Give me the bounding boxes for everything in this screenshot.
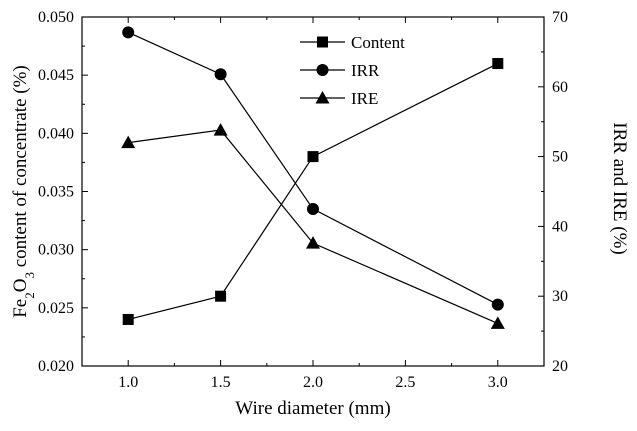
y-tick-label: 0.045: [38, 67, 74, 84]
x-tick-label: 2.0: [303, 374, 323, 391]
point-ire: [306, 236, 320, 249]
point-content: [492, 58, 504, 70]
point-content: [307, 151, 319, 163]
y-tick-label: 0.020: [38, 358, 74, 375]
y2-tick-label: 60: [552, 79, 568, 96]
y2-axis-label: IRR and IRE (%): [609, 122, 630, 254]
x-tick-label: 3.0: [488, 374, 508, 391]
point-irr: [307, 202, 319, 215]
point-irr: [214, 68, 227, 81]
legend: Content IRR IRE: [300, 33, 405, 108]
legend-label: IRE: [351, 89, 378, 108]
y2-tick-label: 40: [552, 218, 568, 235]
y-tick-label: 0.050: [38, 9, 74, 26]
point-irr: [491, 298, 504, 311]
axes-group: 1.0 1.5 2.0 2.5 3.0 0.020 0.025 0.030 0.035 0.040…: [38, 9, 568, 391]
series-group: [121, 26, 505, 329]
point-ire: [121, 135, 136, 149]
y-axis-label: Fe2O3 content of concentrate (%): [10, 65, 37, 318]
x-tick-label: 1.5: [211, 374, 231, 391]
y-tick-label: 0.040: [38, 125, 74, 142]
y2-tick-label: 70: [552, 9, 568, 26]
series-line-content: [128, 62, 499, 321]
y2-tick-label: 30: [552, 288, 568, 305]
legend-marker-ire: [315, 91, 330, 104]
legend-marker-irr: [316, 64, 329, 76]
point-ire: [213, 123, 228, 136]
legend-label: IRR: [351, 61, 380, 80]
point-content: [215, 290, 227, 302]
y-tick-label: 0.025: [38, 300, 74, 317]
x-tick-label: 1.0: [118, 374, 138, 391]
x-axis-label: Wire diameter (mm): [235, 398, 390, 419]
series-line-irr: [127, 31, 499, 306]
series-line-ire: [128, 129, 499, 324]
point-irr: [122, 26, 135, 39]
legend-label: Content: [351, 33, 405, 52]
legend-marker-content: [317, 36, 328, 48]
y2-tick-label: 20: [552, 358, 568, 375]
y-tick-label: 0.030: [38, 242, 74, 259]
y-tick-label: 0.035: [38, 184, 74, 201]
point-ire: [490, 316, 505, 329]
point-content: [122, 313, 134, 325]
x-tick-label: 2.5: [395, 374, 415, 391]
y2-tick-label: 50: [552, 149, 568, 166]
